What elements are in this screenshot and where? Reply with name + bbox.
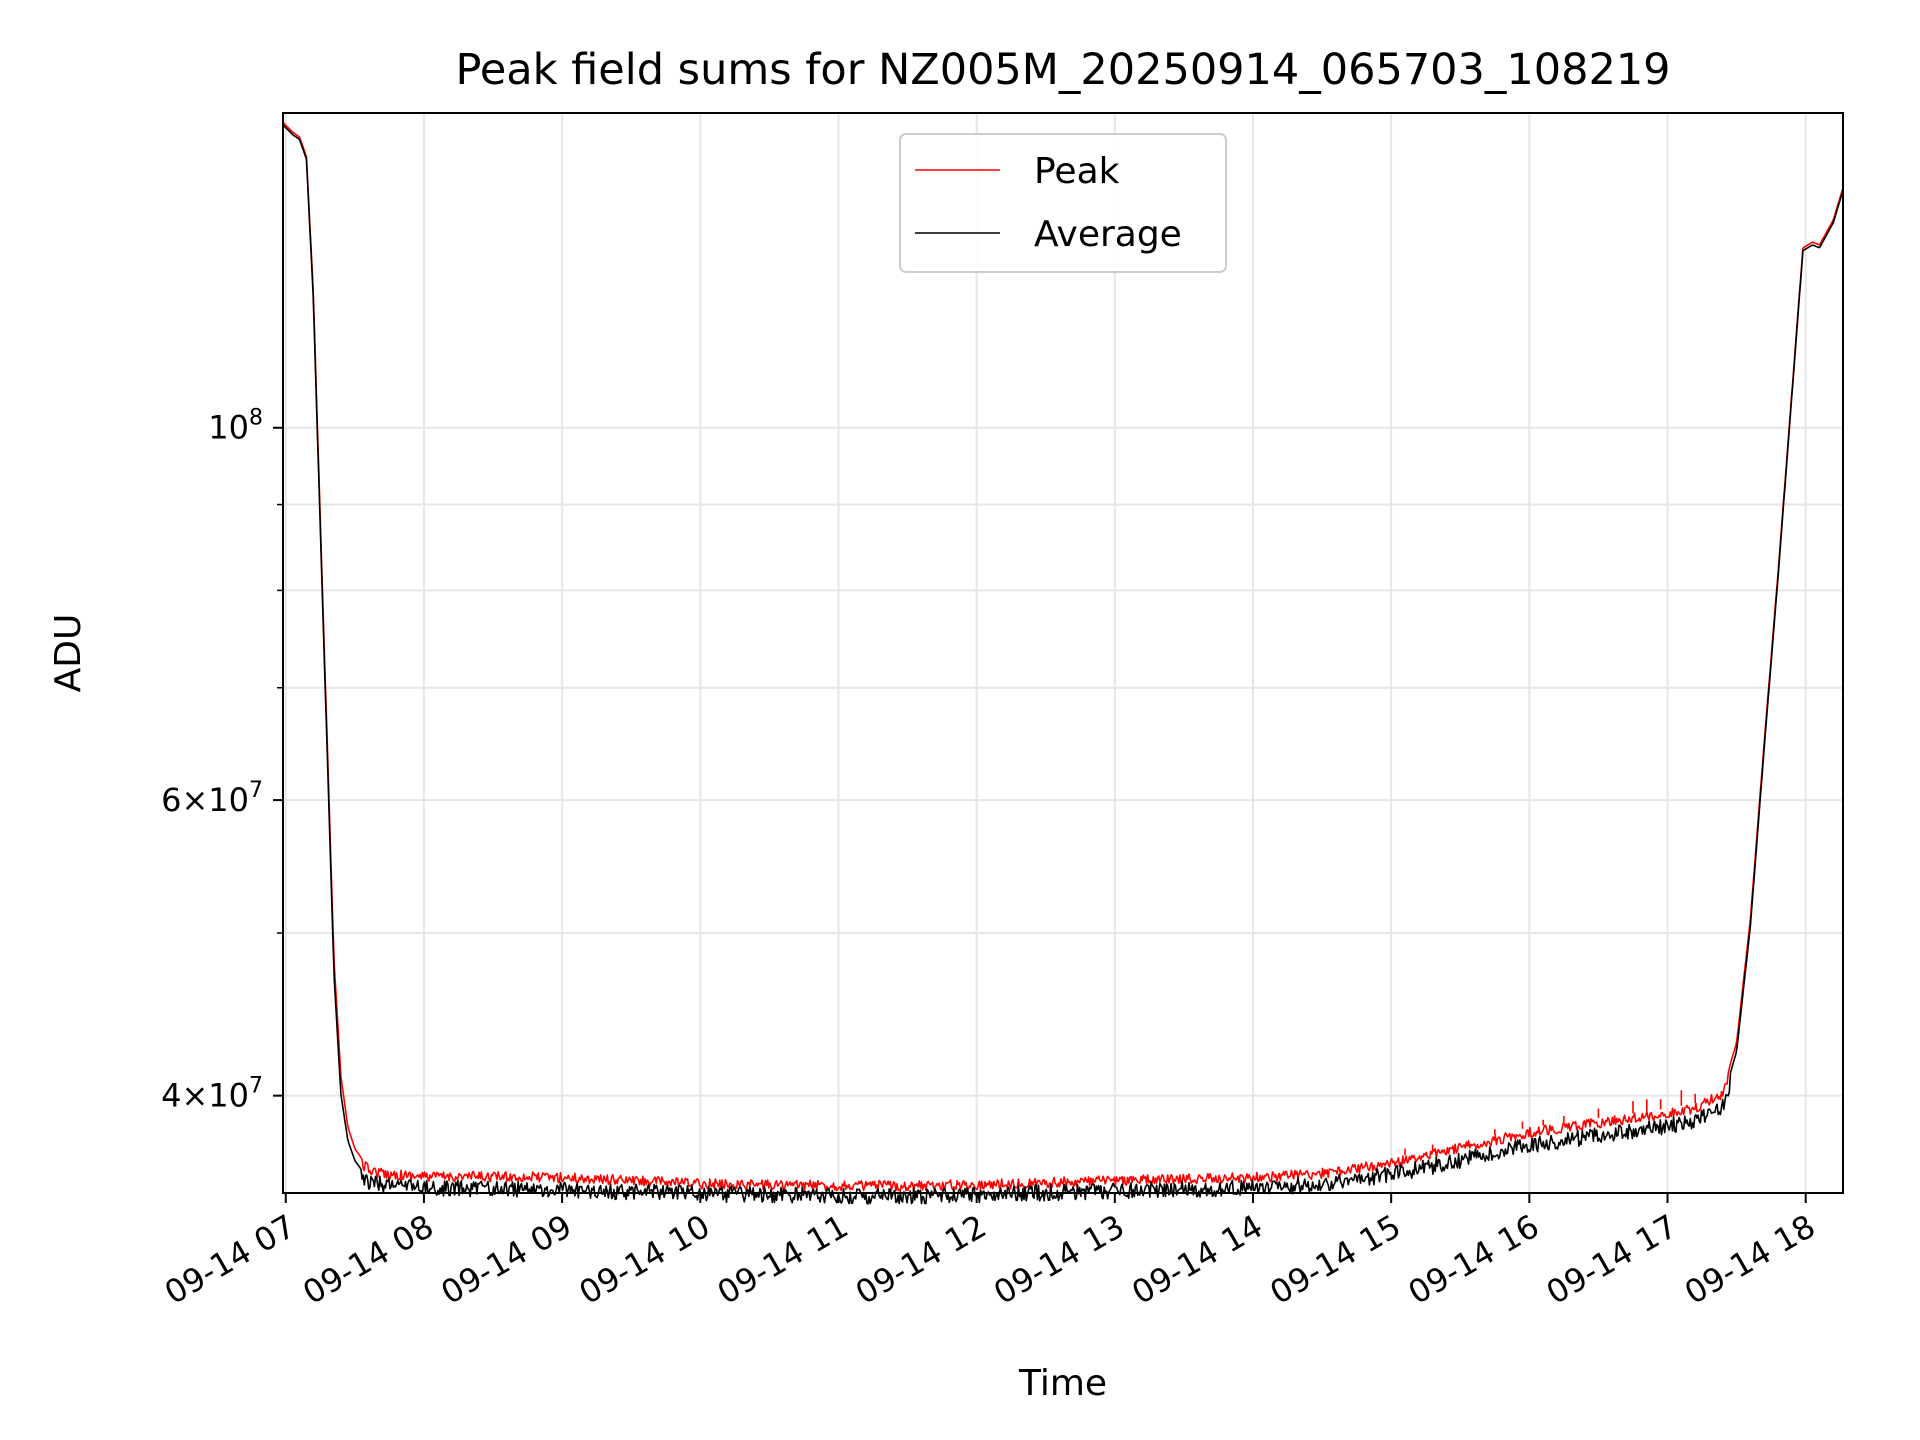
y-tick-label: 6×107: [161, 778, 263, 819]
x-axis-title: Time: [1018, 1363, 1107, 1404]
series-layer: [282, 121, 1844, 1205]
series-line-average: [282, 124, 1844, 1205]
y-tick-label: 4×107: [161, 1074, 263, 1115]
chart-title: Peak field sums for NZ005M_20250914_0657…: [455, 45, 1670, 95]
legend-average-label: Average: [1034, 214, 1182, 255]
y-tick-label: 108: [208, 406, 263, 447]
plot-frame: [282, 112, 1844, 1194]
series-line-peak: [282, 121, 1844, 1192]
legend: Peak Average: [899, 133, 1227, 273]
y-axis-title: ADU: [48, 614, 89, 693]
legend-peak-label: Peak: [1034, 151, 1120, 192]
grid: [283, 113, 1843, 1193]
legend-box: [899, 133, 1227, 273]
